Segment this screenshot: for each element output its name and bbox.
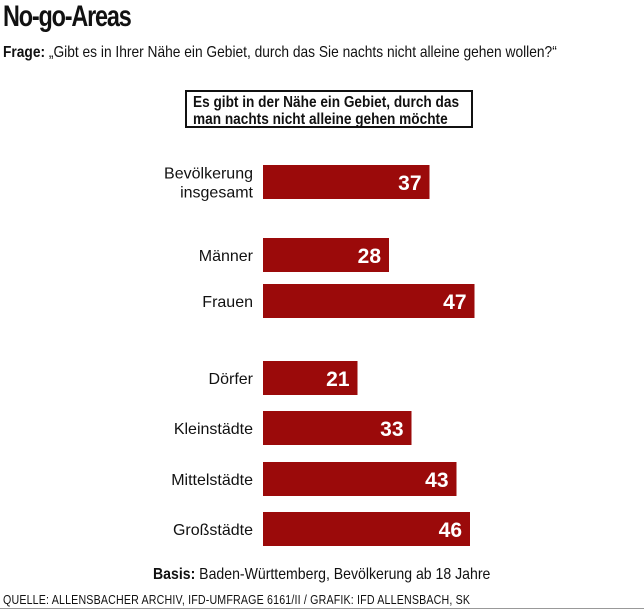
question-text: „Gibt es in Ihrer Nähe ein Gebiet, durch… — [48, 44, 557, 61]
category-label-doerfer: Dörfer — [209, 371, 254, 388]
bar-frauen — [263, 284, 475, 318]
bar-kleinstaedte — [263, 411, 412, 445]
value-label-doerfer: 21 — [326, 368, 350, 391]
bar-doerfer — [263, 361, 358, 395]
bar-mittelstaedte — [263, 462, 457, 496]
value-label-maenner: 28 — [358, 245, 382, 268]
bottom-divider — [0, 608, 644, 609]
basis-line: Basis: Baden-Württemberg, Bevölkerung ab… — [0, 566, 644, 584]
value-label-mittelstaedte: 43 — [425, 469, 448, 492]
category-label-kleinstaedte: Kleinstädte — [174, 421, 253, 438]
bar-grossstaedte — [263, 512, 470, 546]
chart-title: No-go-Areas — [3, 0, 132, 33]
source-line: QUELLE: ALLENSBACHER ARCHIV, IFD-UMFRAGE… — [3, 592, 471, 607]
category-label-frauen: Frauen — [202, 294, 253, 311]
chart-subtitle-box: Es gibt in der Nähe ein Gebiet, durch da… — [185, 90, 473, 128]
category-label-bevoelkerung-insgesamt: Bevölkerung insgesamt — [164, 166, 254, 202]
value-label-frauen: 47 — [443, 291, 466, 314]
category-label-maenner: Männer — [199, 248, 254, 265]
chart-subtitle-line-2: man nachts nicht alleine gehen möchte — [193, 111, 448, 128]
basis-label: Basis: — [153, 566, 196, 583]
value-label-grossstaedte: 46 — [439, 519, 462, 542]
basis-text: Baden-Württemberg, Bevölkerung ab 18 Jah… — [199, 566, 491, 583]
chart-subtitle-line-1: Es gibt in der Nähe ein Gebiet, durch da… — [193, 94, 460, 111]
bar-maenner — [263, 238, 389, 272]
category-label-grossstaedte: Großstädte — [173, 522, 253, 539]
value-label-bevoelkerung-insgesamt: 37 — [398, 172, 421, 195]
question-label: Frage: — [3, 44, 46, 61]
question-line: Frage: „Gibt es in Ihrer Nähe ein Gebiet… — [3, 44, 557, 62]
category-label-mittelstaedte: Mittelstädte — [171, 472, 253, 489]
bar-bevoelkerung-insgesamt — [263, 165, 430, 199]
value-label-kleinstaedte: 33 — [380, 418, 403, 441]
